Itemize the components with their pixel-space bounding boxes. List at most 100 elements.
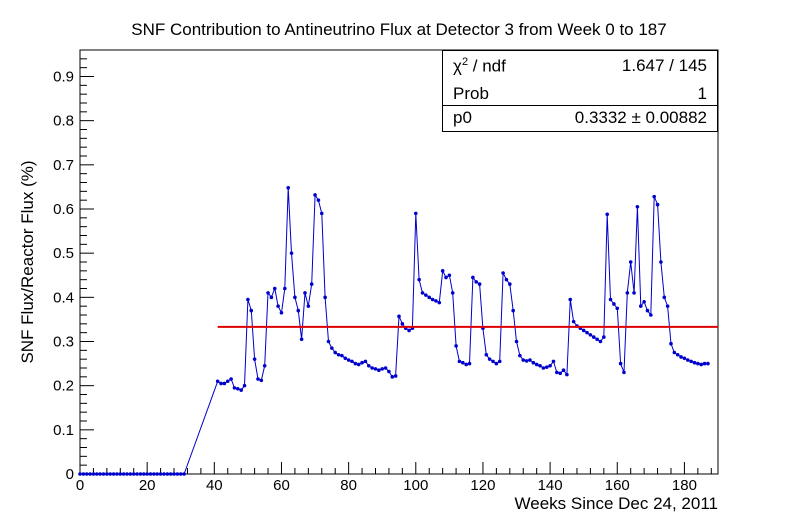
data-point	[669, 341, 673, 346]
data-point	[541, 366, 546, 370]
x-tick-label: 140	[538, 477, 563, 494]
data-point	[266, 291, 270, 295]
data-point	[306, 304, 311, 308]
data-point	[165, 472, 170, 476]
data-point	[309, 282, 314, 286]
data-point	[612, 302, 616, 306]
data-point	[131, 472, 136, 476]
data-point	[430, 297, 435, 302]
data-point	[330, 346, 334, 350]
data-point	[450, 291, 455, 295]
data-point	[571, 319, 576, 324]
data-point	[225, 379, 230, 384]
data-point	[239, 388, 243, 392]
data-point	[336, 352, 341, 357]
data-point	[222, 381, 227, 386]
data-point	[497, 359, 502, 364]
data-point	[652, 194, 656, 199]
data-point	[252, 357, 257, 361]
y-tick-label: 0.2	[53, 378, 74, 395]
data-point	[424, 293, 428, 297]
data-point	[313, 193, 317, 197]
data-point	[531, 360, 536, 365]
data-point	[437, 300, 442, 305]
data-point	[111, 472, 116, 476]
data-point	[454, 344, 458, 348]
data-point	[259, 378, 264, 383]
y-tick-label: 0.5	[53, 245, 74, 262]
data-point	[561, 368, 566, 373]
data-point	[390, 375, 395, 379]
data-point	[78, 472, 82, 476]
x-tick-label: 60	[273, 477, 290, 494]
data-point	[326, 339, 331, 344]
data-point	[605, 212, 609, 217]
data-point	[534, 362, 539, 367]
data-point	[689, 359, 693, 364]
data-point	[699, 362, 704, 367]
data-point	[585, 330, 589, 335]
data-point	[276, 304, 280, 308]
data-point	[346, 358, 351, 362]
stat-row-chi2: χ2 / ndf 1.647 / 145	[453, 53, 707, 79]
y-tick-label: 0.4	[53, 289, 74, 306]
data-point	[350, 359, 354, 364]
data-point	[215, 379, 220, 384]
data-point	[94, 472, 99, 476]
data-point	[296, 308, 301, 313]
data-point	[108, 472, 113, 476]
data-point	[91, 472, 96, 476]
data-point	[272, 286, 277, 291]
data-point	[518, 353, 522, 358]
data-point	[246, 297, 250, 302]
data-point	[568, 297, 573, 302]
data-point	[84, 472, 89, 476]
x-axis-label: Weeks Since Dec 24, 2011	[514, 494, 719, 513]
data-point	[558, 371, 562, 376]
chart-title: SNF Contribution to Antineutrino Flux at…	[131, 20, 667, 39]
data-point	[229, 377, 233, 381]
data-point	[622, 370, 626, 375]
data-point	[615, 306, 620, 311]
data-point	[521, 358, 526, 362]
data-series	[78, 186, 718, 476]
axes: 0 20 40 60 80 100 120 140 160 180 0 0.1 0.2 0.3 0.4 0.5…	[53, 49, 719, 494]
data-point	[420, 291, 425, 295]
data-point	[632, 291, 636, 295]
data-point	[702, 361, 707, 366]
y-tick-label: 0	[66, 466, 74, 483]
data-point	[484, 352, 489, 357]
data-point	[279, 310, 284, 315]
data-point	[323, 295, 327, 300]
data-point	[377, 368, 381, 373]
y-tick-label: 0.6	[53, 201, 74, 218]
data-point	[138, 472, 143, 476]
data-point	[356, 362, 361, 367]
data-point	[511, 308, 515, 313]
data-point	[145, 472, 149, 476]
data-point	[81, 472, 86, 476]
y-tick-label: 0.1	[53, 422, 74, 439]
data-point	[158, 472, 163, 476]
x-tick-label: 160	[605, 477, 630, 494]
data-point	[370, 366, 374, 370]
data-point	[692, 360, 697, 365]
x-tick-label: 80	[340, 477, 357, 494]
data-point	[98, 472, 102, 476]
data-point	[638, 304, 643, 308]
data-point	[88, 472, 92, 476]
p0-value: 0.3332 ± 0.00882	[574, 108, 707, 127]
data-point	[618, 361, 623, 366]
data-point	[474, 280, 479, 284]
data-point	[128, 472, 133, 476]
p0-label: p0	[453, 108, 472, 127]
data-point	[283, 286, 287, 291]
data-point	[182, 472, 186, 476]
data-point	[407, 328, 411, 333]
x-tick-label: 0	[76, 477, 84, 494]
data-point	[115, 472, 119, 476]
data-point	[501, 271, 505, 275]
data-point	[625, 291, 630, 295]
data-point	[343, 356, 348, 361]
